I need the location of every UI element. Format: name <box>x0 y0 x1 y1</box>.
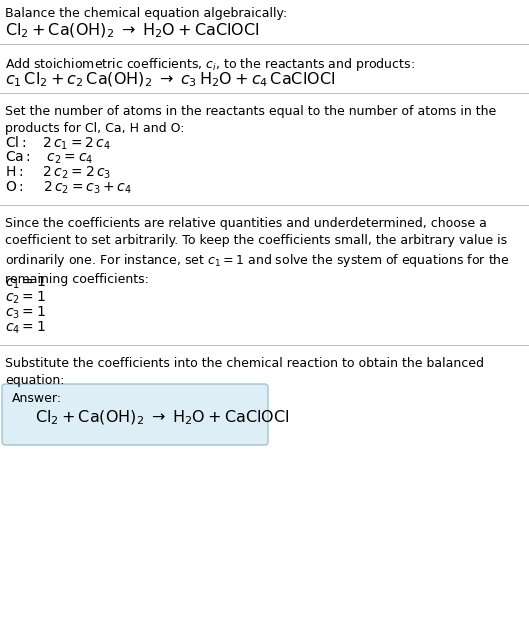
Text: Answer:: Answer: <box>12 392 62 405</box>
FancyBboxPatch shape <box>2 384 268 445</box>
Text: $c_2 = 1$: $c_2 = 1$ <box>5 290 46 307</box>
Text: $c_3 = 1$: $c_3 = 1$ <box>5 305 46 322</box>
Text: Set the number of atoms in the reactants equal to the number of atoms in the
pro: Set the number of atoms in the reactants… <box>5 105 496 135</box>
Text: Add stoichiometric coefficients, $c_i$, to the reactants and products:: Add stoichiometric coefficients, $c_i$, … <box>5 56 415 73</box>
Text: $\mathrm{Cl_2 + Ca(OH)_2 \;\rightarrow\; H_2O + CaClOCl}$: $\mathrm{Cl_2 + Ca(OH)_2 \;\rightarrow\;… <box>5 22 259 40</box>
Text: $c_1\,\mathrm{Cl_2} + c_2\,\mathrm{Ca(OH)_2} \;\rightarrow\; c_3\,\mathrm{H_2O} : $c_1\,\mathrm{Cl_2} + c_2\,\mathrm{Ca(OH… <box>5 71 335 90</box>
Text: $\mathrm{Cl:}\quad 2\,c_1 = 2\,c_4$: $\mathrm{Cl:}\quad 2\,c_1 = 2\,c_4$ <box>5 135 111 152</box>
Text: Balance the chemical equation algebraically:: Balance the chemical equation algebraica… <box>5 7 287 20</box>
Text: $\mathrm{Ca:}\quad c_2 = c_4$: $\mathrm{Ca:}\quad c_2 = c_4$ <box>5 150 93 166</box>
Text: $\mathrm{H:}\quad\; 2\,c_2 = 2\,c_3$: $\mathrm{H:}\quad\; 2\,c_2 = 2\,c_3$ <box>5 165 111 181</box>
Text: Substitute the coefficients into the chemical reaction to obtain the balanced
eq: Substitute the coefficients into the che… <box>5 357 484 387</box>
Text: $c_4 = 1$: $c_4 = 1$ <box>5 320 46 337</box>
Text: Since the coefficients are relative quantities and underdetermined, choose a
coe: Since the coefficients are relative quan… <box>5 217 510 286</box>
Text: $\mathrm{O:}\quad\; 2\,c_2 = c_3 + c_4$: $\mathrm{O:}\quad\; 2\,c_2 = c_3 + c_4$ <box>5 180 132 196</box>
Text: $c_1 = 1$: $c_1 = 1$ <box>5 275 46 292</box>
Text: $\mathrm{Cl_2 + Ca(OH)_2 \;\rightarrow\; H_2O + CaClOCl}$: $\mathrm{Cl_2 + Ca(OH)_2 \;\rightarrow\;… <box>35 409 289 428</box>
